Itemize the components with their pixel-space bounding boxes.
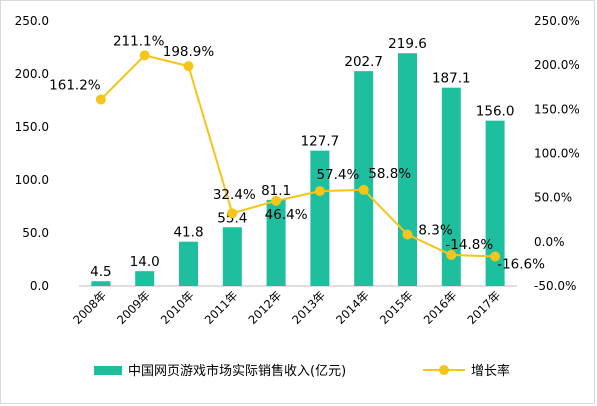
y-left-tick-label: 50.0 — [22, 226, 49, 240]
bar-value-label: 55.4 — [217, 210, 247, 226]
y-left-tick-label: 100.0 — [15, 173, 49, 187]
x-tick-label: 2014年 — [333, 288, 372, 327]
bar-value-label: 219.6 — [388, 36, 427, 52]
growth-rate-label: 58.8% — [368, 166, 411, 182]
growth-rate-point — [183, 61, 194, 72]
bar — [398, 53, 417, 286]
growth-rate-point — [271, 195, 282, 206]
growth-rate-line — [100, 54, 496, 258]
bar-value-label: 156.0 — [476, 104, 515, 120]
y-right-tick-label: 0.0% — [534, 235, 565, 249]
x-tick-label: 2009年 — [114, 288, 153, 327]
x-tick-label: 2013年 — [289, 288, 328, 327]
bar — [441, 87, 461, 286]
x-tick-label: 2010年 — [158, 288, 197, 327]
growth-rate-point — [446, 249, 457, 260]
y-right-tick-label: 250.0% — [534, 14, 580, 28]
legend-bar-label: 中国网页游戏市场实际销售收入(亿元) — [128, 363, 346, 379]
growth-rate-point — [490, 251, 501, 262]
y-right-tick-label: 200.0% — [534, 58, 580, 72]
y-right-tick-label: 100.0% — [534, 147, 580, 161]
growth-rate-label: 57.4% — [316, 167, 359, 183]
growth-rate-label: 32.4% — [213, 187, 256, 203]
bar-value-label: 4.5 — [90, 264, 111, 280]
growth-rate-label: 198.9% — [163, 44, 215, 60]
x-tick-label: 2016年 — [421, 288, 460, 327]
legend-line-label: 增长率 — [471, 363, 510, 379]
y-right-tick-label: 50.0% — [534, 191, 572, 205]
growth-rate-point — [314, 186, 325, 197]
legend: 中国网页游戏市场实际销售收入(亿元) 增长率 — [94, 363, 510, 379]
bar-value-label: 81.1 — [261, 183, 291, 199]
growth-rate-label: 211.1% — [113, 33, 165, 49]
y-left-tick-label: 200.0 — [15, 67, 49, 81]
bar — [222, 227, 242, 286]
y-left-tick-label: 150.0 — [15, 120, 49, 134]
growth-rate-label: -14.8% — [445, 237, 493, 253]
x-tick-label: 2008年 — [70, 288, 109, 327]
x-tick-label: 2017年 — [464, 288, 503, 327]
bar — [135, 271, 155, 286]
growth-rate-label: 8.3% — [418, 223, 452, 239]
bar-value-label: 187.1 — [432, 71, 471, 87]
growth-rate-point — [402, 229, 413, 240]
bar-value-label: 127.7 — [301, 134, 340, 150]
growth-rate-point — [358, 184, 369, 195]
bar — [310, 150, 330, 286]
growth-rate-point — [227, 208, 238, 219]
y-left-tick-label: 0.0 — [30, 279, 49, 293]
bar-value-label: 202.7 — [344, 54, 383, 70]
legend-line-marker — [439, 365, 449, 375]
bar-value-label: 14.0 — [130, 254, 160, 270]
bar — [354, 71, 374, 286]
growth-rate-point — [139, 50, 150, 61]
x-tick-label: 2012年 — [245, 288, 284, 327]
y-right-tick-label: 150.0% — [534, 102, 580, 116]
growth-rate-label: 46.4% — [265, 207, 308, 223]
bar — [91, 281, 111, 286]
growth-rate-label: 161.2% — [49, 77, 101, 93]
legend-bar-swatch — [94, 366, 122, 375]
x-tick-label: 2011年 — [202, 288, 241, 327]
x-tick-label: 2015年 — [377, 288, 416, 327]
bar — [266, 200, 286, 286]
y-right-tick-label: -50.0% — [534, 279, 576, 293]
y-left-tick-label: 250.0 — [15, 14, 49, 28]
bar — [179, 241, 198, 286]
growth-rate-label: -16.6% — [497, 256, 545, 272]
bar-value-label: 41.8 — [173, 225, 203, 241]
bar — [485, 120, 505, 286]
growth-rate-point — [95, 94, 106, 105]
